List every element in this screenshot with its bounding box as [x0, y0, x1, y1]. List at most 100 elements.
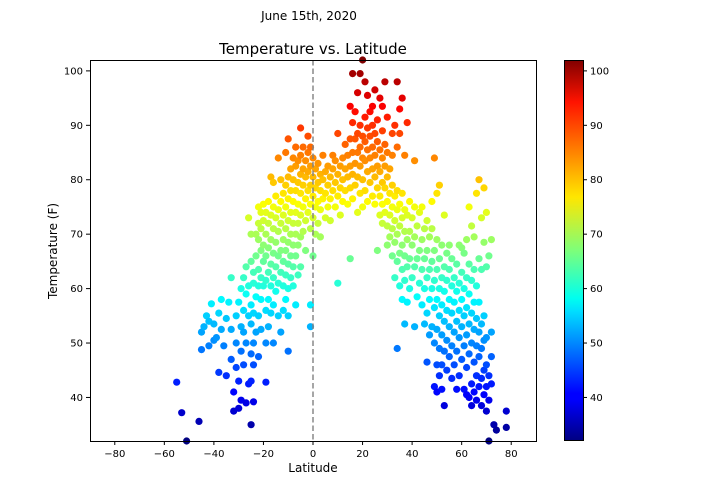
scatter-point [324, 181, 332, 189]
scatter-point [269, 178, 277, 187]
scatter-point [485, 252, 493, 260]
scatter-point [480, 312, 488, 320]
scatter-point [326, 195, 334, 203]
x-tick-label: −40 [203, 449, 224, 460]
y-tick-label: 50 [70, 339, 83, 350]
scatter-point [363, 197, 372, 206]
scatter-point [376, 146, 384, 154]
scatter-point [351, 135, 359, 143]
scatter-point [433, 295, 441, 304]
scatter-point [386, 211, 394, 219]
scatter-point [257, 225, 265, 233]
scatter-point [411, 203, 419, 211]
scatter-point [458, 355, 466, 363]
scatter-point [433, 236, 441, 244]
scatter-point [448, 342, 456, 350]
scatter-point [247, 320, 255, 328]
colorbar-frame [564, 60, 584, 441]
scatter-point [482, 334, 490, 342]
x-axis-label: Latitude [288, 461, 337, 475]
scatter-point [383, 113, 391, 121]
scatter-point [438, 361, 446, 369]
scatter-point [420, 225, 429, 233]
scatter-point [411, 263, 419, 271]
scatter-point [465, 203, 473, 211]
scatter-point [398, 94, 406, 102]
scatter-point [463, 236, 471, 244]
scatter-point [232, 363, 240, 372]
scatter-point [460, 285, 468, 293]
scatter-point [254, 312, 263, 320]
scatter-point [438, 331, 446, 339]
scatter-point [373, 116, 381, 124]
scatter-point [398, 189, 406, 197]
scatter-point [252, 252, 260, 260]
chart-title: Temperature vs. Latitude [218, 40, 407, 58]
scatter-point [329, 187, 337, 195]
scatter-point [475, 383, 483, 391]
scatter-point [282, 225, 290, 233]
scatter-point [282, 295, 290, 304]
scatter-point [264, 295, 272, 304]
scatter-point [272, 214, 280, 222]
scatter-point [354, 208, 362, 216]
scatter-point [351, 108, 359, 116]
scatter-point [411, 323, 419, 331]
scatter-point [242, 399, 250, 407]
scatter-point [232, 312, 240, 320]
scatter-point [237, 285, 245, 293]
scatter-point [292, 143, 300, 151]
scatter-point [304, 148, 312, 157]
scatter-point [287, 208, 295, 216]
scatter-point [455, 334, 463, 342]
scatter-point [249, 398, 258, 406]
scatter-point [475, 255, 483, 263]
scatter-point [480, 366, 488, 374]
scatter-point [297, 124, 305, 132]
colorbar-tick-label: 100 [590, 66, 609, 77]
scatter-point [274, 312, 282, 320]
scatter-point [477, 214, 486, 222]
scatter-point [314, 219, 322, 227]
scatter-point [284, 347, 292, 355]
scatter-point [368, 121, 377, 129]
scatter-point [482, 407, 490, 415]
scatter-point [475, 298, 483, 306]
scatter-point [289, 263, 297, 271]
scatter-point [205, 342, 213, 350]
scatter-point [428, 257, 436, 265]
scatter-point [428, 285, 436, 293]
scatter-point [279, 306, 287, 314]
scatter-point [264, 197, 272, 206]
x-tick-label: 60 [455, 449, 468, 460]
scatter-point [418, 236, 426, 244]
scatter-point [349, 119, 357, 127]
scatter-point [240, 328, 248, 336]
scatter-point [215, 309, 223, 317]
scatter-point [299, 227, 307, 235]
scatter-point [235, 298, 243, 306]
y-tick-label: 100 [64, 66, 83, 77]
scatter-point [249, 339, 258, 347]
scatter-point [368, 102, 377, 110]
scatter-point [326, 173, 334, 181]
scatter-point [418, 265, 426, 274]
scatter-point [334, 192, 342, 200]
scatter-point [264, 323, 272, 331]
scatter-point [302, 195, 310, 203]
scatter-point [267, 309, 275, 317]
scatter-point [294, 241, 302, 249]
scatter-point [351, 181, 359, 189]
scatter-point [272, 192, 280, 200]
scatter-point [262, 378, 270, 386]
scatter-point [212, 334, 220, 342]
scatter-point [304, 208, 312, 216]
scatter-point [361, 187, 369, 195]
colorbar-tick-label: 60 [590, 284, 603, 295]
scatter-point [383, 173, 391, 181]
scatter-point [453, 260, 461, 268]
scatter-point [435, 255, 443, 263]
scatter-point [240, 361, 248, 369]
scatter-point [472, 189, 481, 197]
scatter-point [391, 121, 399, 129]
